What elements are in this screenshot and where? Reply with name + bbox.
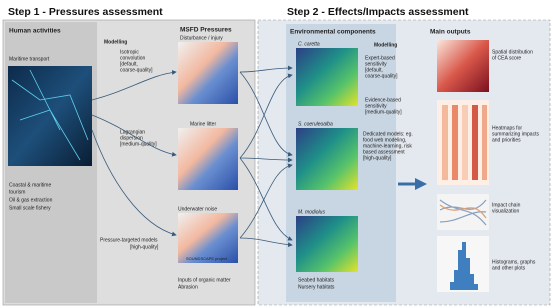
body: { "step1": { "title": "Step 1 - Pressure… bbox=[0, 0, 553, 308]
section-title: MSFD Pressures bbox=[180, 27, 232, 34]
pressure: Abrasion bbox=[178, 284, 198, 290]
species: M. modiolus bbox=[298, 209, 325, 215]
species: C. caretta bbox=[298, 41, 320, 47]
page: html, body { margin: 0; padding: 0; widt… bbox=[0, 0, 553, 308]
section-title: Environmental components bbox=[290, 29, 376, 36]
method: coarse-quality] bbox=[120, 67, 153, 73]
method: [medium-quality] bbox=[365, 109, 402, 115]
method: coarse-quality] bbox=[365, 73, 398, 79]
output: and priorities bbox=[492, 137, 521, 143]
diagram: Step 1 - Pressures assessment Step 2 - E… bbox=[0, 0, 553, 308]
section-title: Human activities bbox=[9, 28, 61, 35]
method: [high-quality] bbox=[363, 155, 392, 161]
activity: Small scale fishery bbox=[9, 205, 51, 211]
method: [high-quality] bbox=[130, 244, 159, 250]
heatmap bbox=[437, 100, 489, 185]
output: and other plots bbox=[492, 265, 526, 271]
map bbox=[8, 66, 92, 166]
map bbox=[178, 128, 238, 190]
histogram bbox=[437, 236, 489, 292]
activity: Coastal & maritime bbox=[9, 182, 51, 188]
map bbox=[296, 128, 358, 190]
activity: Maritime transport bbox=[9, 56, 50, 62]
pressure: Underwater noise bbox=[178, 206, 217, 212]
map bbox=[178, 42, 238, 104]
habitat: Seabed habitats bbox=[298, 277, 335, 283]
impact-chain bbox=[437, 194, 489, 230]
output: of CEA score bbox=[492, 55, 521, 61]
habitat: Nursery habitats bbox=[298, 284, 335, 290]
step-title: Step 1 - Pressures assessment bbox=[8, 6, 163, 18]
species: S. coeruleoalba bbox=[298, 121, 333, 127]
map bbox=[296, 216, 358, 272]
step-title: Step 2 - Effects/Impacts assessment bbox=[287, 6, 469, 18]
activity: Oil & gas extraction bbox=[9, 197, 53, 203]
pressure: Inputs of organic matter bbox=[178, 277, 231, 283]
output: visualization bbox=[492, 208, 519, 214]
pressure: Disturbance / injury bbox=[180, 35, 223, 41]
section-title: Modelling bbox=[104, 39, 127, 45]
pressure: Marine litter bbox=[190, 121, 216, 127]
section-title: Main outputs bbox=[430, 29, 471, 36]
section-title: Modelling bbox=[374, 42, 397, 48]
map bbox=[296, 48, 358, 106]
activity: tourism bbox=[9, 189, 25, 195]
source: SOUNDSCAPE project bbox=[186, 256, 228, 261]
method: Pressure-targeted models bbox=[100, 237, 158, 243]
output-map bbox=[437, 40, 489, 92]
